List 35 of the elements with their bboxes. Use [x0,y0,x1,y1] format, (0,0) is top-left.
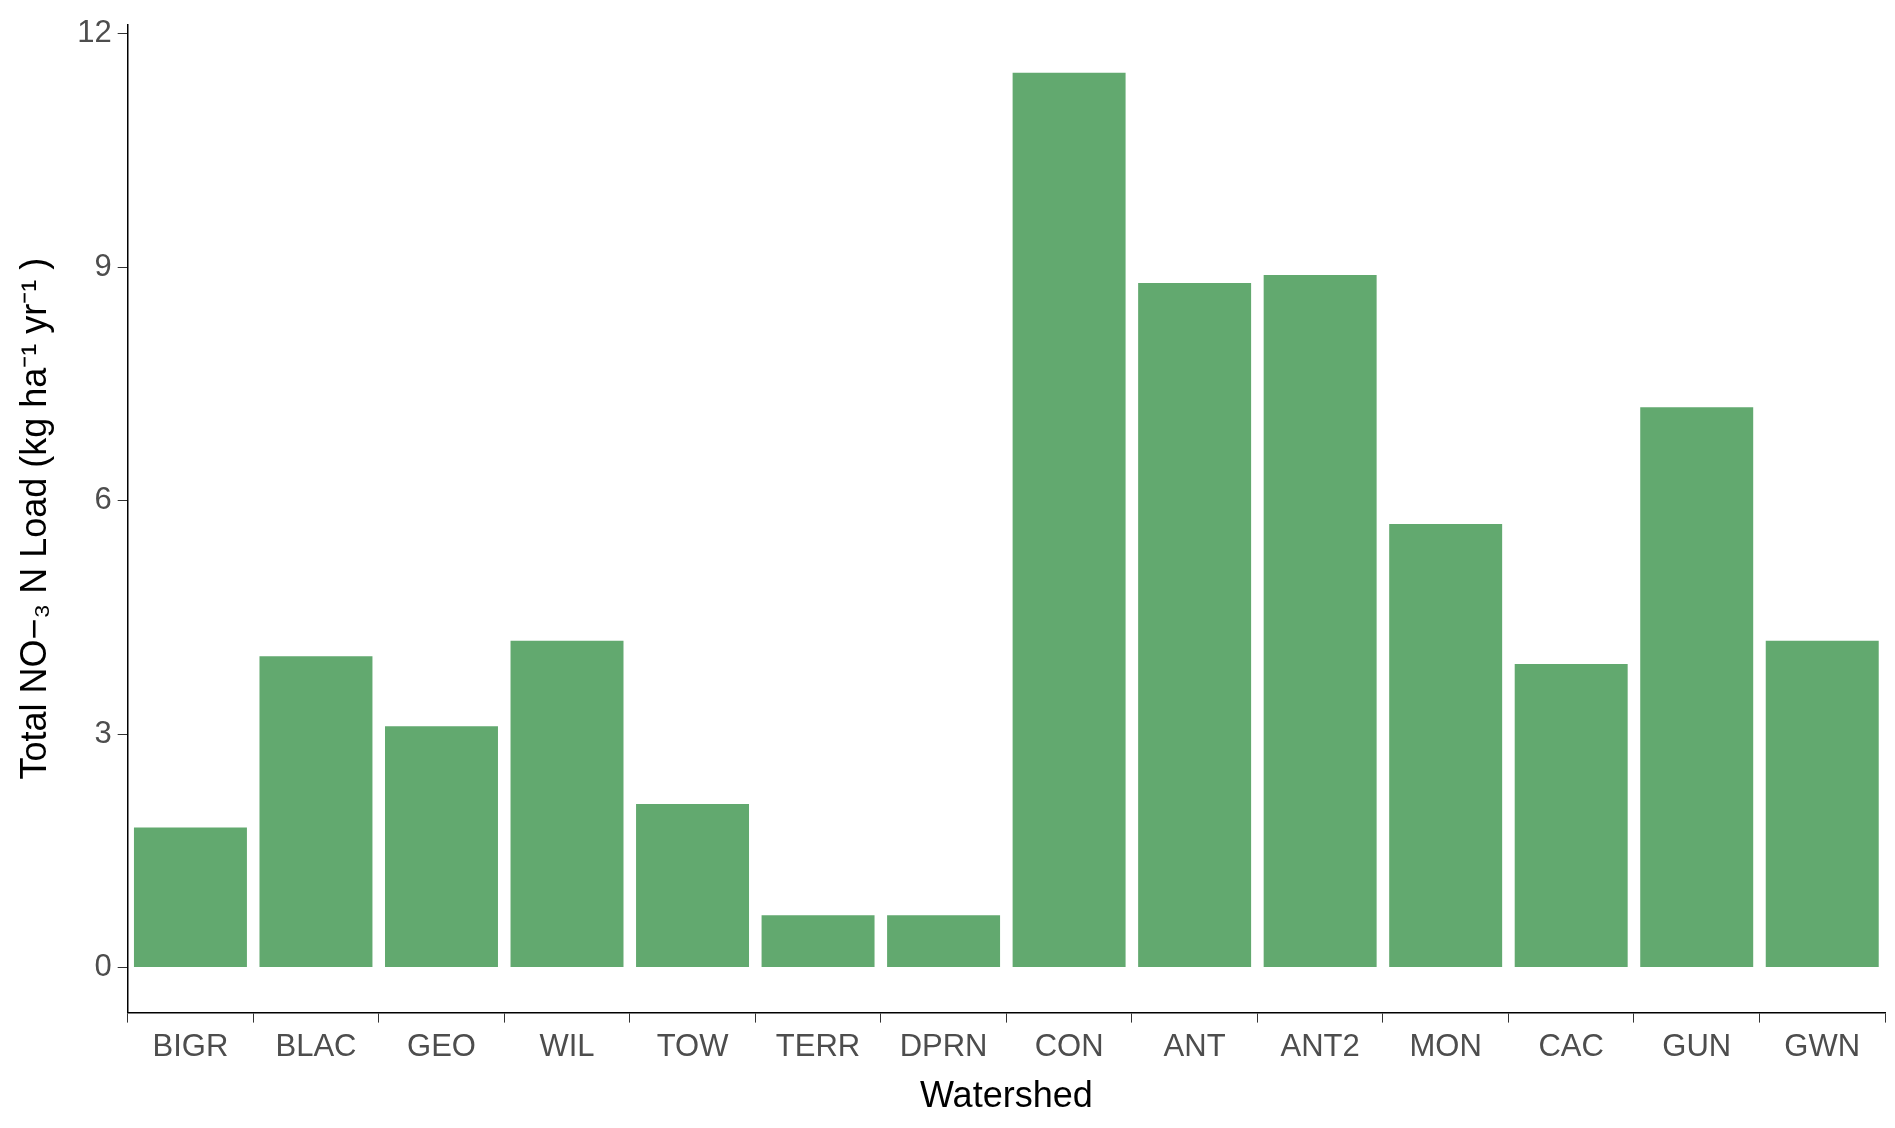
bar [636,804,750,967]
bar [1389,524,1503,967]
y-tick-label: 9 [94,247,112,283]
x-tick-label: WIL [539,1027,595,1063]
x-tick-label: DPRN [899,1027,988,1063]
bar [761,915,875,967]
bar [1263,275,1377,967]
x-tick-label: CAC [1538,1027,1604,1063]
y-tick-label: 3 [94,714,112,750]
x-tick-label: ANT2 [1280,1027,1360,1063]
bar [887,915,1001,967]
y-tick-label: 0 [94,948,112,984]
bar [259,656,373,967]
bar [1012,72,1126,967]
x-tick-label: BLAC [275,1027,357,1063]
y-tick-label: 12 [77,14,112,50]
y-tick-label: 6 [94,481,112,517]
bar [510,640,624,967]
x-tick-label: MON [1409,1027,1482,1063]
bar [385,726,498,967]
y-axis-title: Total NO−₃ N Load (kg ha⁻¹ yr⁻¹ ) [12,257,54,780]
bar [1640,407,1754,967]
x-tick-label: TERR [775,1027,861,1063]
x-axis-title: Watershed [919,1074,1093,1116]
x-tick-label: GWN [1784,1027,1861,1063]
x-tick-label: GEO [407,1027,476,1063]
bar [1765,640,1879,967]
x-tick-label: GUN [1662,1027,1732,1063]
x-tick-label: TOW [656,1027,730,1063]
bar [1138,282,1252,967]
bar [1514,664,1628,967]
bar [133,827,247,967]
x-tick-label: BIGR [152,1027,229,1063]
x-tick-label: ANT [1163,1027,1226,1063]
x-tick-label: CON [1034,1027,1104,1063]
